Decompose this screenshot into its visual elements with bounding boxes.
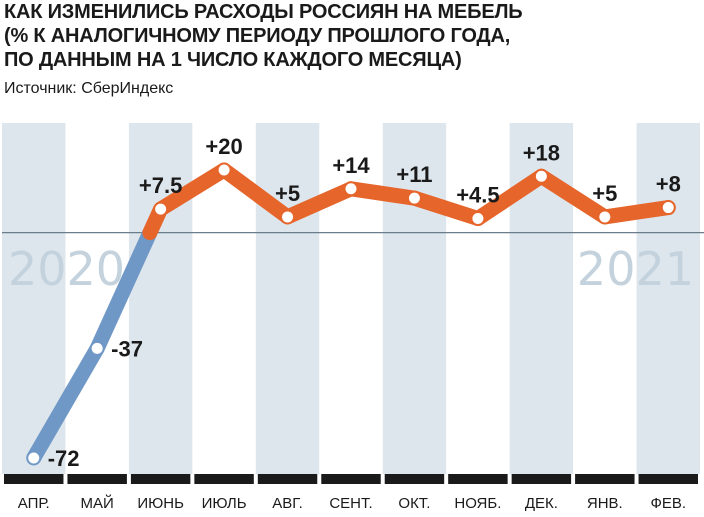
data-label: +8 [656,172,681,197]
data-point [470,211,486,227]
axis-bar [257,474,318,484]
tick-label: НОЯБ. [454,495,501,512]
axis-bar [384,474,445,484]
data-point [216,162,232,178]
tick-label: ОКТ. [398,495,430,512]
year-label-2020: 2020 [8,242,125,296]
tick-label: АВГ. [272,495,302,512]
data-label: +7.5 [139,173,182,198]
axis-bar [448,474,508,484]
source-note: Источник: СберИндекс [4,80,174,97]
axis-bar [511,474,572,484]
tick-label: ИЮЛЬ [202,495,247,512]
column-band [255,123,320,474]
tick-label: ЯНВ. [587,495,623,512]
axis-bar [67,474,127,484]
column-band [128,123,193,474]
tick-label: ФЕВ. [650,495,686,512]
series-line-positive [142,162,676,241]
axis-bar [194,474,254,484]
tick-label: ИЮНЬ [137,495,184,512]
axis-bar [638,474,698,484]
title-line-3: ПО ДАННЫМ НА 1 ЧИСЛО КАЖДОГО МЕСЯЦА) [4,49,462,71]
data-point [406,190,422,206]
axis-bar [4,474,64,484]
data-label: +20 [205,134,242,159]
data-label: +11 [396,162,432,187]
chart-title: КАК ИЗМЕНИЛИСЬ РАСХОДЫ РОССИЯН НА МЕБЕЛЬ… [4,0,704,72]
tick-label: СЕНТ. [329,495,372,512]
data-label: +14 [332,153,370,178]
tick-label: МАЙ [81,494,114,512]
column-band [382,123,447,474]
data-label: +5 [275,181,300,206]
tick-label: ДЕК. [525,495,558,512]
data-point [26,450,42,466]
data-label: +5 [592,181,617,206]
axis-bar [321,474,381,484]
data-label: -72 [48,446,80,471]
axis-bar [130,474,191,484]
data-point [280,209,296,225]
data-point [660,200,676,216]
data-point [153,201,169,217]
data-point [343,181,359,197]
data-label: +18 [523,140,560,165]
title-line-1: КАК ИЗМЕНИЛИСЬ РАСХОДЫ РОССИЯН НА МЕБЕЛЬ [4,1,523,23]
data-label: -37 [111,336,143,361]
column-band [636,123,700,474]
axis-bar [575,474,635,484]
data-label: +4.5 [456,183,499,208]
year-label-2021: 2021 [577,242,694,296]
data-point [597,209,613,225]
title-line-2: (% К АНАЛОГИЧНОМУ ПЕРИОДУ ПРОШЛОГО ГОДА, [4,25,511,47]
data-point [533,168,549,184]
tick-label: АПР. [18,495,50,512]
data-point [89,340,105,356]
